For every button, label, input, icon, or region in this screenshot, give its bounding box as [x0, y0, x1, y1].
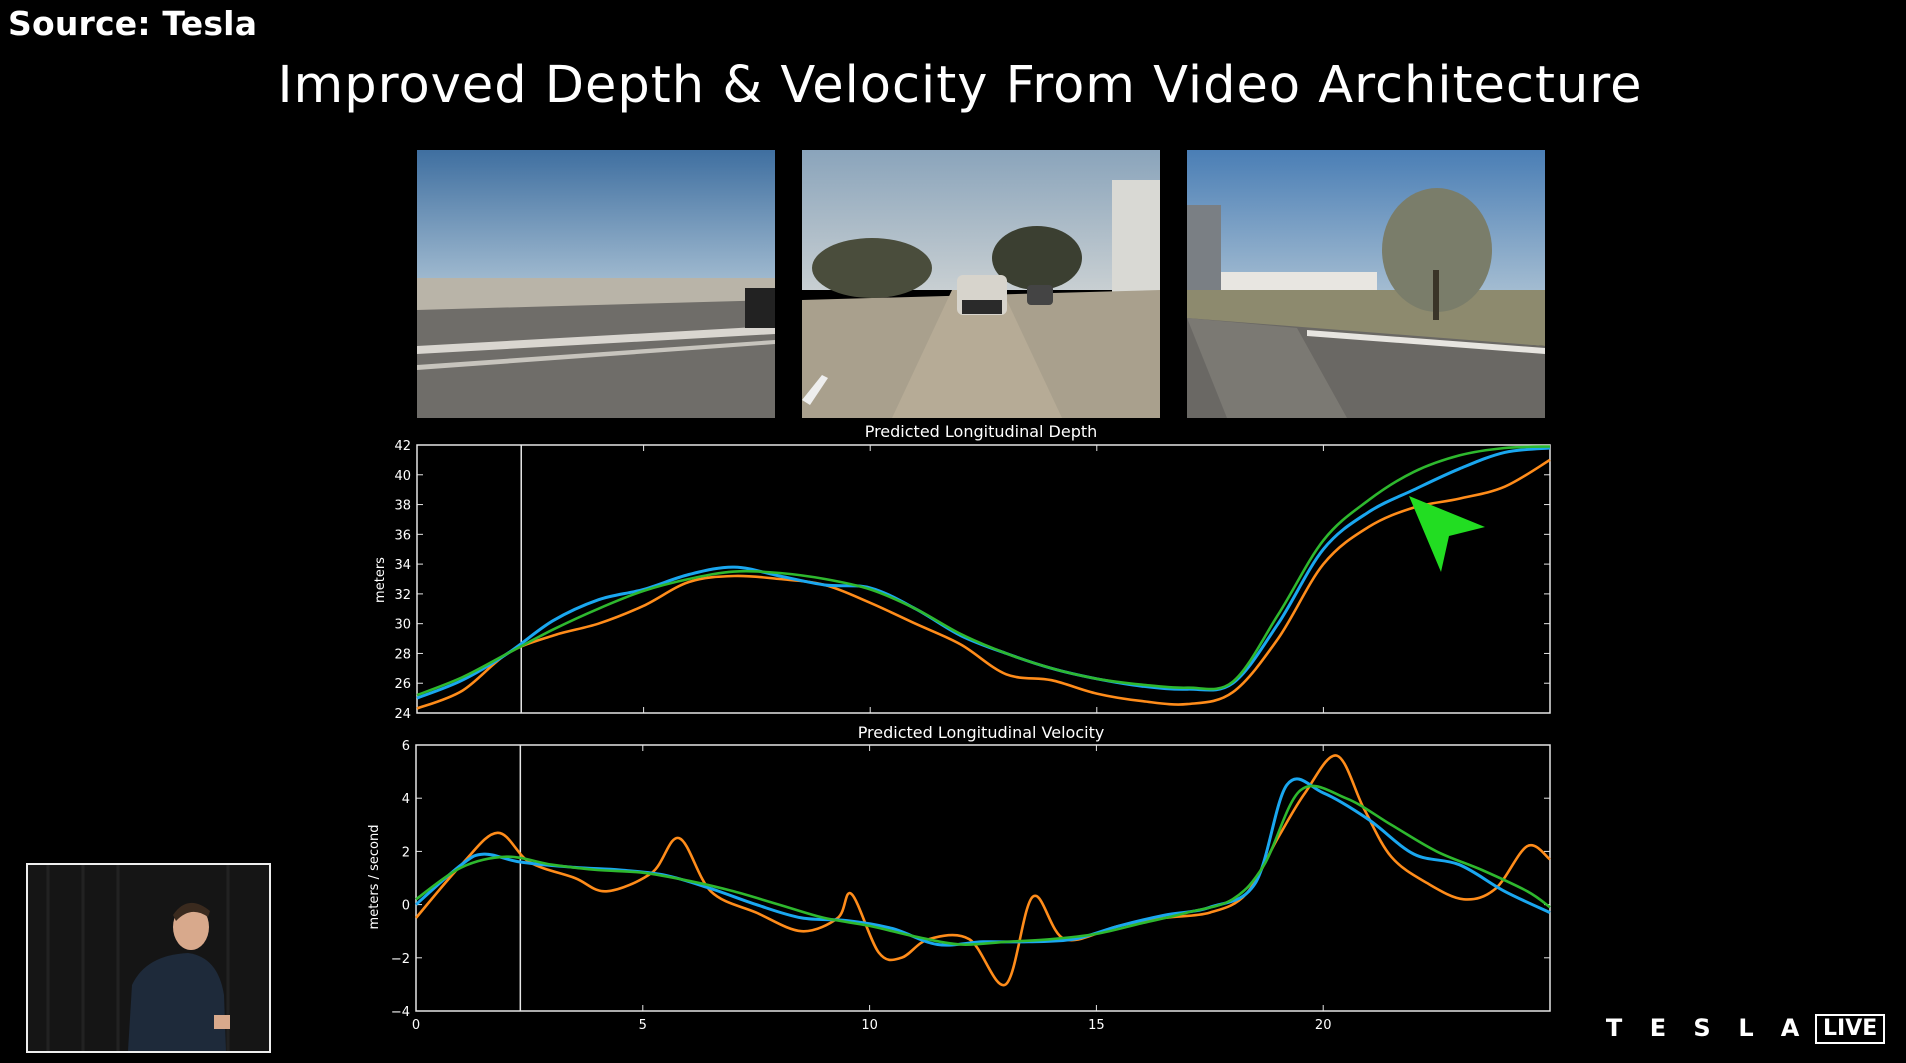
series-line: [416, 445, 1551, 697]
camera-center-image: [802, 150, 1160, 418]
velocity-chart: Predicted Longitudinal Velocity meters /…: [367, 723, 1551, 1030]
brand-letter: L: [1738, 1014, 1754, 1042]
series-line: [415, 777, 1551, 947]
y-tick-label: 4: [402, 792, 410, 807]
y-tick-label: 24: [394, 707, 411, 720]
brand-letter: E: [1649, 1014, 1667, 1042]
y-tick-label: 30: [394, 618, 411, 633]
y-tick-label: −4: [391, 1005, 410, 1020]
y-tick-label: −2: [391, 952, 410, 967]
chart-title: Predicted Longitudinal Depth: [865, 422, 1098, 441]
y-tick-label: 40: [394, 469, 411, 484]
slide-title: Improved Depth & Velocity From Video Arc…: [277, 56, 1643, 115]
y-axis-label: meters / second: [367, 825, 382, 930]
y-tick-label: 42: [394, 439, 411, 454]
y-tick-label: 6: [402, 739, 410, 754]
brand-letter: A: [1780, 1014, 1800, 1042]
y-tick-label: 32: [394, 588, 411, 603]
y-tick-label: 36: [394, 528, 411, 543]
presenter-video: [26, 863, 271, 1053]
live-badge: LIVE: [1815, 1014, 1886, 1044]
x-tick-label: 20: [1315, 1018, 1332, 1030]
camera-left-image: [417, 150, 775, 418]
y-axis-label: meters: [373, 557, 388, 603]
y-tick-label: 26: [394, 677, 411, 692]
y-tick-label: 0: [402, 899, 410, 914]
source-label: Source: Tesla: [8, 4, 258, 43]
series-line: [415, 784, 1551, 946]
x-tick-label: 0: [412, 1018, 420, 1030]
brand-letter: S: [1693, 1014, 1711, 1042]
brand-letter: T: [1605, 1014, 1623, 1042]
x-tick-label: 5: [639, 1018, 647, 1030]
y-tick-label: 2: [402, 845, 410, 860]
mouse-cursor-icon: [1409, 496, 1485, 572]
depth-chart: Predicted Longitudinal Depth meters 24 26…: [373, 422, 1551, 720]
y-tick-label: 38: [394, 499, 411, 514]
camera-right-image: [1187, 150, 1545, 418]
series-line: [416, 458, 1551, 710]
x-tick-label: 15: [1088, 1018, 1105, 1030]
y-tick-label: 28: [394, 647, 411, 662]
chart-title: Predicted Longitudinal Velocity: [858, 723, 1105, 742]
plot-frame: [415, 744, 1551, 1012]
series-line: [415, 754, 1551, 987]
plot-frame: [416, 444, 1551, 714]
x-tick-label: 10: [861, 1018, 878, 1030]
y-tick-label: 34: [394, 558, 411, 573]
tesla-wordmark: T E S L A: [1592, 1014, 1812, 1042]
